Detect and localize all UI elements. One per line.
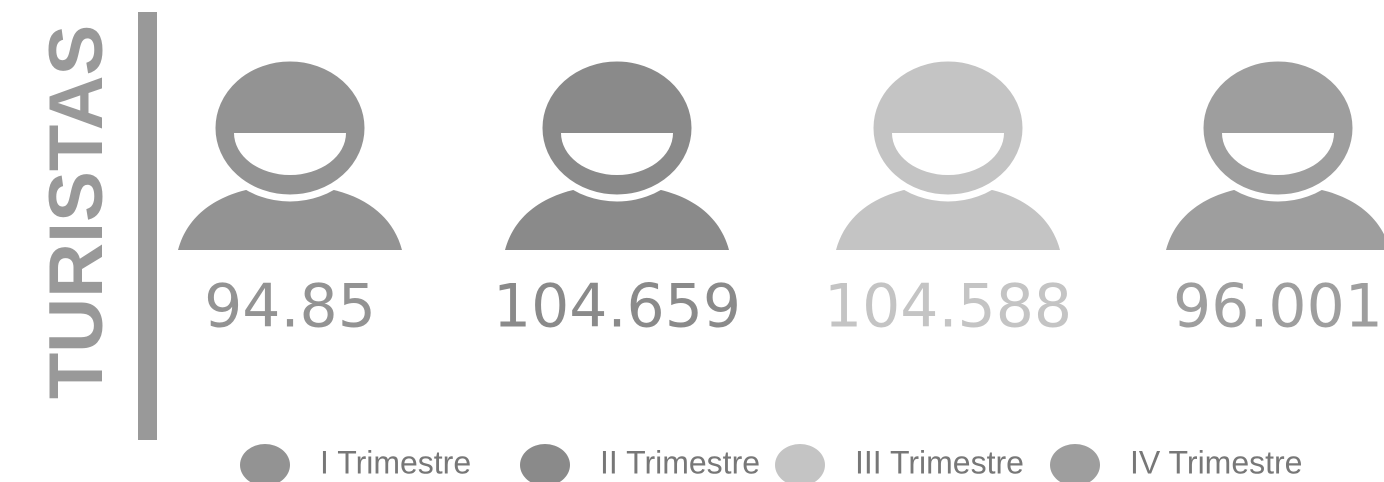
icon-head [866,54,1030,202]
value-label: 94.85 [204,272,376,342]
value-label: 104.588 [824,272,1072,342]
icon-smile [1222,133,1334,175]
person-icon [178,54,402,250]
icon-body [1166,185,1384,250]
icon-smile [892,133,1004,175]
legend-swatch [1050,444,1100,482]
divider [138,12,157,440]
person-icon [505,54,729,250]
icon-smile [561,133,673,175]
legend-label: III Trimestre [855,444,1024,480]
icon-head [1196,54,1360,202]
legend-label: I Trimestre [320,444,471,480]
person-icon [1166,54,1384,250]
icon-smile [234,133,346,175]
legend-label: II Trimestre [600,444,760,480]
icon-body [836,185,1060,250]
icon-head [535,54,699,202]
legend-label: IV Trimestre [1130,444,1302,480]
legend-swatch [520,444,570,482]
icon-body [505,185,729,250]
title: TURISTAS [34,25,119,399]
icon-head [208,54,372,202]
value-label: 96.001 [1173,272,1383,342]
legend-swatch [240,444,290,482]
value-label: 104.659 [493,272,741,342]
legend-swatch [775,444,825,482]
icon-body [178,185,402,250]
person-icon [836,54,1060,250]
